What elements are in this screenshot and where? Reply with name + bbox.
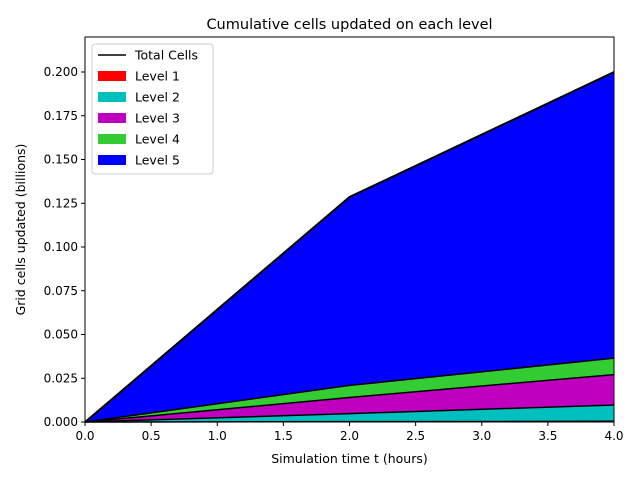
boundary-line-2 [84,404,615,423]
x-tick-label: 0.0 [75,429,94,443]
legend-label-level-3: Level 3 [135,111,180,126]
y-tick-label: 0.175 [44,109,78,123]
y-tick-label: 0.125 [44,196,78,210]
legend-label-level-2: Level 2 [135,90,180,105]
y-axis-label: Grid cells updated (billions) [13,144,28,316]
legend: Total Cells Level 1 Level 2 Level 3 Level 4 L… [91,43,214,175]
y-tick-label: 0.100 [44,240,78,254]
y-tick-label: 0.150 [44,153,78,167]
area-level-5 [85,72,614,422]
boundary-line-3 [84,373,615,423]
legend-swatch-level-2 [98,92,126,102]
x-tick-label: 3.5 [538,429,557,443]
legend-label-level-4: Level 4 [135,132,180,147]
y-axis: 0.000 0.025 0.050 0.075 0.100 0.125 0.150 0.175… [44,65,85,429]
x-tick-label: 1.0 [208,429,227,443]
boundary-line-4 [84,357,615,423]
y-tick-label: 0.025 [44,371,78,385]
legend-swatch-level-1 [98,71,126,81]
x-tick-label: 3.0 [472,429,491,443]
x-tick-label: 2.5 [406,429,425,443]
y-tick-label: 0.050 [44,328,78,342]
x-tick-label: 4.0 [604,429,623,443]
x-axis-label: Simulation time t (hours) [271,451,428,466]
y-tick-label: 0.000 [44,415,78,429]
x-tick-label: 2.0 [340,429,359,443]
chart-title: Cumulative cells updated on each level [206,17,492,33]
y-tick-label: 0.200 [44,65,78,79]
legend-swatch-level-5 [98,155,126,165]
legend-label-total-cells: Total Cells [134,48,198,63]
legend-swatch-level-3 [98,113,126,123]
legend-label-level-1: Level 1 [135,69,180,84]
legend-swatch-level-4 [98,134,126,144]
x-tick-label: 0.5 [142,429,161,443]
x-axis: 0.0 0.5 1.0 1.5 2.0 2.5 3.0 3.5 4.0 [75,422,624,443]
total-cells-line [84,71,615,423]
x-tick-label: 1.5 [274,429,293,443]
y-tick-label: 0.075 [44,284,78,298]
area-level-4 [85,358,614,422]
legend-label-level-5: Level 5 [135,153,180,168]
area-level-2 [85,405,614,422]
